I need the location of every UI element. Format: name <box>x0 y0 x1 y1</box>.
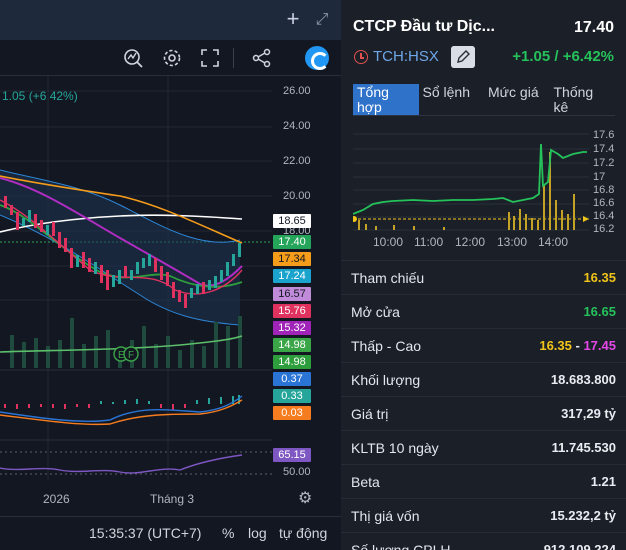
intraday-chart[interactable] <box>353 124 593 234</box>
stat-row-gia-tri: Giá trị 317,29 tỷ <box>341 396 626 430</box>
stat-row-beta: Beta 1.21 <box>341 464 626 498</box>
stat-label: Số lượng CPLH <box>351 542 451 550</box>
price-tag-17-24: 17.24 <box>273 269 311 283</box>
clock-icon <box>354 50 368 64</box>
percent-scale-button[interactable]: % <box>222 525 235 541</box>
mini-axis-label: 16.6 <box>593 197 615 209</box>
low-value: 16.35 <box>539 338 572 353</box>
stat-value: 1.21 <box>590 474 616 489</box>
chart-change-label: 1.05 (+6.42%) <box>2 89 78 103</box>
axis-settings-icon[interactable]: ⚙ <box>298 490 313 507</box>
price-tag-14-98: 14.98 <box>273 338 311 352</box>
price-tag-17-40: 17.40 <box>273 235 311 249</box>
price-tag-15-32: 15.32 <box>273 321 311 335</box>
high-value: 17.45 <box>583 338 616 353</box>
stat-label: KLTB 10 ngày <box>351 440 439 456</box>
stat-value: 16.65 <box>583 304 616 319</box>
stat-row-thap-cao: Thấp - Cao 16.35 - 17.45 <box>341 328 626 362</box>
stat-label: Khối lượng <box>351 372 421 388</box>
mini-time-label: 14:00 <box>538 235 569 249</box>
log-scale-button[interactable]: log <box>248 525 267 541</box>
price-axis-label: 20.00 <box>283 190 311 202</box>
expand-icon[interactable]: ⤢ <box>315 11 329 28</box>
stat-label: Thị giá vốn <box>351 508 420 524</box>
mini-axis-label: 16.4 <box>593 210 615 222</box>
macd-histogram-tag: 0.03 <box>273 406 311 420</box>
mini-axis-label: 16.8 <box>593 184 615 196</box>
price-tag-17-34: 17.34 <box>273 252 311 266</box>
mini-time-label: 12:00 <box>455 235 486 249</box>
stat-row-tham-chieu: Tham chiếu 16.35 <box>341 260 626 294</box>
add-chart-button[interactable]: + <box>286 6 300 31</box>
stat-row-kltb: KLTB 10 ngày 11.745.530 <box>341 430 626 464</box>
price-axis-label: 24.00 <box>283 120 311 132</box>
stat-row-so-luong-cplh: Số lượng CPLH 912.109.224 <box>341 532 626 550</box>
chart-bottombar: 15:35:37 (UTC+7) % log tự động <box>0 516 341 550</box>
info-tabs: Tổng hợp Sổ lệnh Mức giá Thống kê <box>353 84 615 116</box>
price-tag-16-57: 16.57 <box>273 287 311 301</box>
fullscreen-icon[interactable] <box>199 47 221 69</box>
stock-price: 17.40 <box>573 19 614 36</box>
mini-axis-label: 17.4 <box>593 143 615 155</box>
macd-signal-tag: 0.33 <box>273 389 311 403</box>
stat-value: 11.745.530 <box>551 440 616 455</box>
mini-time-label: 10:00 <box>373 235 404 249</box>
stat-value-range: 16.35 - 17.45 <box>539 338 616 353</box>
gear-icon[interactable] <box>161 47 183 69</box>
macd-tag: 0.37 <box>273 372 311 386</box>
chart-topbar: + ⤢ <box>0 0 341 40</box>
stat-label: Mở cửa <box>351 304 400 320</box>
mini-time-label: 13:00 <box>497 235 528 249</box>
stat-label: Tham chiếu <box>351 270 425 286</box>
auto-scale-button[interactable]: tự động <box>279 525 328 541</box>
price-tag-14-98: 14.98 <box>273 355 311 369</box>
stat-label: Beta <box>351 474 380 490</box>
stat-value: 15.232,2 tỷ <box>550 508 616 523</box>
ticker-symbol[interactable]: TCH:HSX <box>373 48 439 65</box>
price-axis-label: 26.00 <box>283 85 311 97</box>
rsi-axis-label: 50.00 <box>283 466 311 478</box>
stat-label: Giá trị <box>351 406 389 422</box>
chart-toolbar <box>0 40 341 76</box>
stock-name: CTCP Đầu tư Dịc... <box>353 18 495 35</box>
share-icon[interactable] <box>251 47 273 69</box>
current-time: 15:35:37 (UTC+7) <box>89 525 202 541</box>
price-tag-15-76: 15.76 <box>273 304 311 318</box>
mini-axis-label: 17 <box>593 171 606 183</box>
price-chart[interactable]: E F <box>0 76 341 516</box>
mini-time-label: 11:00 <box>414 235 444 249</box>
price-change: +1.05 / +6.42% <box>512 48 614 65</box>
tab-thong-ke[interactable]: Thống kê <box>549 84 615 116</box>
stat-row-khoi-luong: Khối lượng 18.683.800 <box>341 362 626 396</box>
event-marker-e: E <box>118 350 125 361</box>
brand-logo-icon[interactable] <box>305 46 329 70</box>
magnify-chart-icon[interactable] <box>122 47 144 69</box>
price-tag-18-65: 18.65 <box>273 214 311 228</box>
date-axis-label: Tháng 3 <box>150 492 195 506</box>
rsi-tag: 65.15 <box>273 448 311 462</box>
mini-axis-label: 17.2 <box>593 157 615 169</box>
date-axis-label: 2026 <box>43 492 70 506</box>
stat-value: 16.35 <box>583 270 616 285</box>
tab-so-lenh[interactable]: Sổ lệnh <box>418 84 484 116</box>
stat-label: Thấp - Cao <box>351 338 422 354</box>
mini-axis-label: 16.2 <box>593 223 615 235</box>
stat-row-mo-cua: Mở cửa 16.65 <box>341 294 626 328</box>
stat-value: 317,29 tỷ <box>561 406 616 421</box>
chart-panel: + ⤢ <box>0 0 341 550</box>
event-marker-f: F <box>128 350 134 361</box>
stat-value: 912.109.224 <box>543 542 616 550</box>
price-axis-label: 18.00 <box>283 225 311 237</box>
stat-row-thi-gia-von: Thị giá vốn 15.232,2 tỷ <box>341 498 626 532</box>
tab-tong-hop[interactable]: Tổng hợp <box>353 84 419 116</box>
tab-muc-gia[interactable]: Mức giá <box>484 84 550 116</box>
price-axis-label: 22.00 <box>283 155 311 167</box>
stock-info-panel: CTCP Đầu tư Dịc... 17.40 TCH:HSX +1.05 /… <box>341 0 626 550</box>
mini-axis-label: 17.6 <box>593 129 615 141</box>
toolbar-divider <box>233 48 234 68</box>
pencil-icon[interactable] <box>451 46 475 68</box>
stat-value: 18.683.800 <box>550 372 616 387</box>
